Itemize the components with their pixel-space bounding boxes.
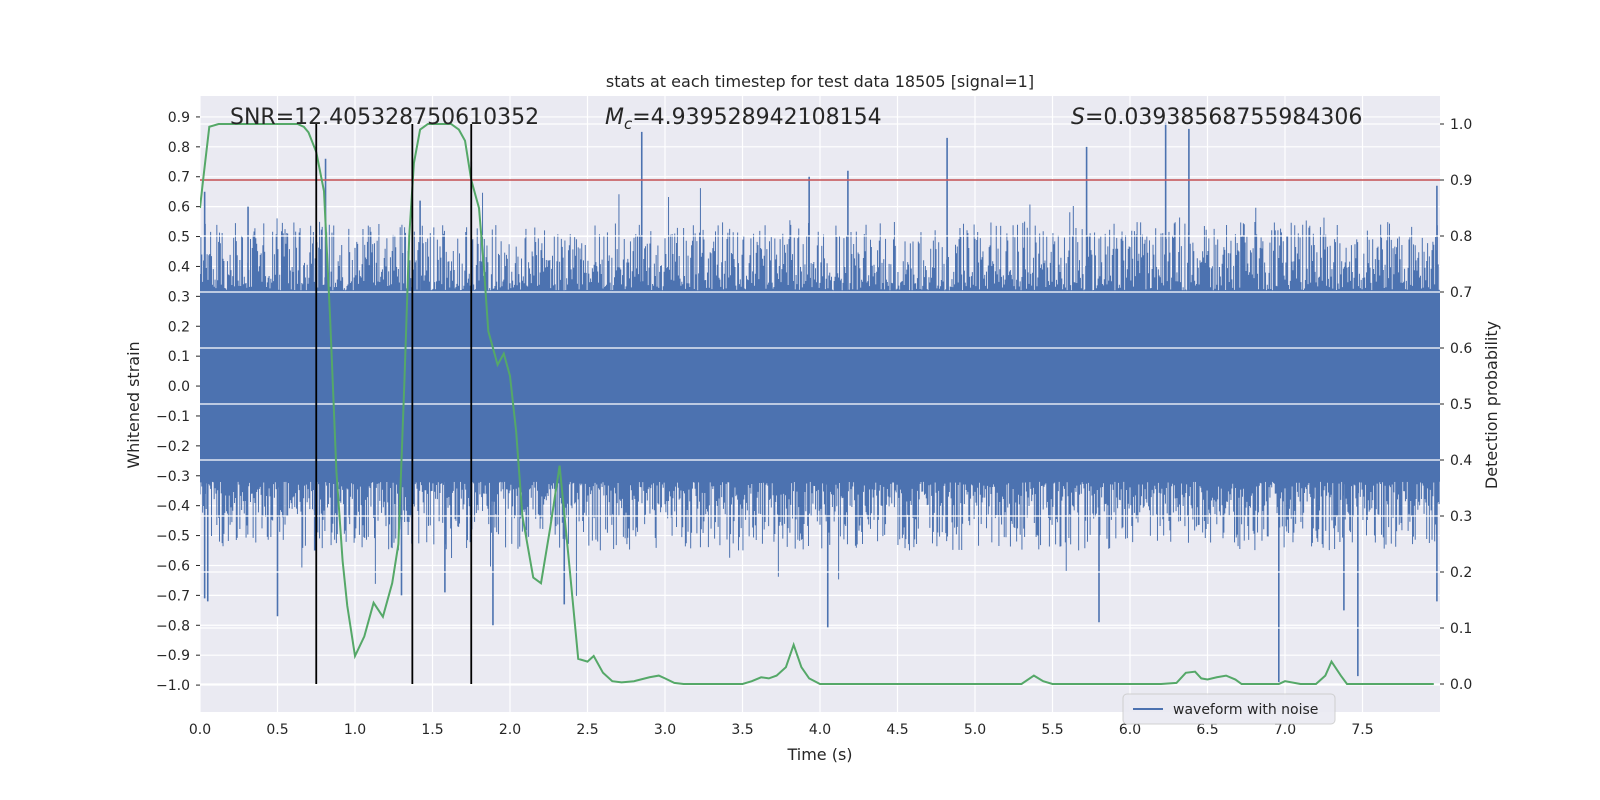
y-left-tick-label: 0.7: [168, 170, 190, 186]
x-tick-label: 1.0: [344, 722, 366, 738]
y-left-tick-label: 0.9: [168, 110, 190, 126]
x-axis-ticks: 0.0 0.5 1.0 1.5 2.0 2.5 3.0 3.5 4.0 4.5 5.0 5.5 6.0 6…: [189, 722, 1374, 738]
y-right-axis-ticks: 1.0 0.9 0.8 0.7 0.6 0.5 0.4 0.3 0.2 0.1 0.0: [1440, 117, 1472, 693]
y-left-tick-label: −0.8: [156, 618, 190, 634]
y-right-tick-label: 0.3: [1450, 509, 1472, 525]
y-right-tick-label: 0.8: [1450, 229, 1472, 245]
legend-label: waveform with noise: [1173, 702, 1318, 718]
s-symbol: S: [1071, 105, 1085, 130]
mc-annotation: Mc=4.939528942108154: [605, 105, 882, 133]
mc-subscript: c: [624, 115, 633, 133]
waveform-line: [200, 188, 1440, 596]
y-left-tick-label: −0.4: [156, 499, 190, 515]
x-tick-label: 0.0: [189, 722, 211, 738]
y-left-tick-label: −0.5: [156, 529, 190, 545]
y-left-tick-label: 0.8: [168, 140, 190, 156]
probability-layer: [200, 123, 1434, 685]
x-tick-label: 4.5: [886, 722, 908, 738]
y-left-tick-label: 0.1: [168, 349, 190, 365]
y-left-tick-label: −0.9: [156, 648, 190, 664]
y-left-tick-label: −0.2: [156, 439, 190, 455]
chart-title: stats at each timestep for test data 185…: [606, 72, 1034, 91]
s-annotation: S=0.03938568755984306: [1071, 105, 1362, 130]
x-tick-label: 7.5: [1351, 722, 1373, 738]
x-tick-label: 4.0: [809, 722, 831, 738]
y-left-tick-label: −0.3: [156, 469, 190, 485]
snr-annotation: SNR=12.405328750610352: [230, 105, 539, 130]
y-left-tick-label: 0.3: [168, 289, 190, 305]
y-left-tick-label: −0.7: [156, 588, 190, 604]
y-left-tick-label: −0.1: [156, 409, 190, 425]
y-right-tick-label: 0.0: [1450, 677, 1472, 693]
y-left-tick-label: 0.5: [168, 230, 190, 246]
y-right-tick-label: 0.5: [1450, 397, 1472, 413]
x-tick-label: 0.5: [266, 722, 288, 738]
y-left-tick-label: 0.2: [168, 319, 190, 335]
y-right-tick-label: 0.1: [1450, 621, 1472, 637]
y-right-tick-label: 0.7: [1450, 285, 1472, 301]
waveform-extremes: [203, 122, 1438, 683]
x-tick-label: 2.5: [576, 722, 598, 738]
legend-box: [1122, 693, 1336, 725]
x-axis-label: Time (s): [786, 745, 852, 764]
x-tick-label: 1.5: [421, 722, 443, 738]
x-tick-label: 3.0: [654, 722, 676, 738]
x-tick-label: 6.0: [1119, 722, 1141, 738]
x-tick-label: 7.0: [1274, 722, 1296, 738]
y-right-tick-label: 1.0: [1450, 117, 1472, 133]
mc-value: =4.939528942108154: [632, 105, 881, 130]
mc-symbol: M: [605, 105, 624, 130]
y-left-tick-label: 0.6: [168, 200, 190, 216]
x-tick-label: 5.0: [964, 722, 986, 738]
x-tick-label: 2.0: [499, 722, 521, 738]
y-left-tick-label: 0.0: [168, 379, 190, 395]
y-left-tick-label: −1.0: [156, 678, 190, 694]
y-left-axis-label: Whitened strain: [124, 341, 143, 468]
y-left-axis-ticks: 0.9 0.8 0.7 0.6 0.5 0.4 0.3 0.2 0.1 0.0 −0.1 −0.2 −0…: [156, 110, 200, 694]
y-right-tick-label: 0.2: [1450, 565, 1472, 581]
y-right-tick-label: 0.9: [1450, 173, 1472, 189]
event-lines: [315, 124, 473, 684]
y-right-tick-label: 0.4: [1450, 453, 1472, 469]
s-value: =0.03938568755984306: [1085, 105, 1362, 130]
y-left-tick-label: −0.6: [156, 558, 190, 574]
legend: waveform with noise: [1122, 693, 1336, 725]
x-tick-label: 3.5: [731, 722, 753, 738]
y-right-tick-label: 0.6: [1450, 341, 1472, 357]
x-tick-label: 5.5: [1041, 722, 1063, 738]
y-right-axis-label: Detection probability: [1482, 321, 1501, 489]
probability-line: [200, 123, 1434, 685]
x-tick-label: 6.5: [1196, 722, 1218, 738]
y-left-tick-label: 0.4: [168, 259, 190, 275]
